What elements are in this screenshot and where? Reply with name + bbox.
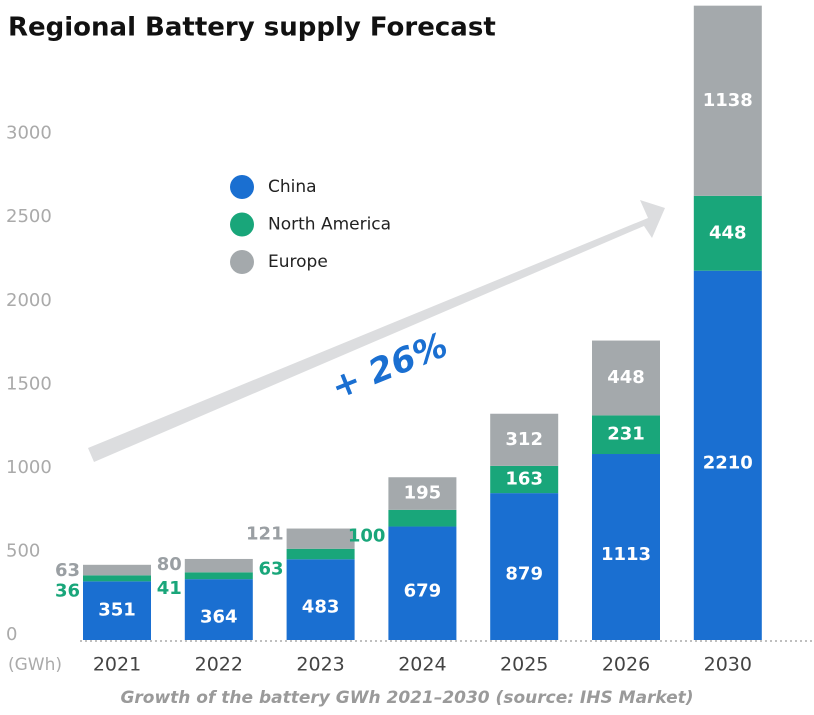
- x-tick-label: 2026: [602, 654, 650, 676]
- legend-label: North America: [268, 215, 391, 235]
- bar-segment: [184, 579, 253, 640]
- caption: Growth of the battery GWh 2021–2030 (sou…: [120, 688, 693, 708]
- chart-title: Regional Battery supply Forecast: [8, 13, 496, 43]
- x-tick-label: 2025: [500, 654, 548, 676]
- bar-segment: [592, 340, 660, 416]
- value-label: 483: [302, 597, 340, 618]
- unit-label: (GWh): [8, 655, 62, 675]
- bar-segment: [286, 548, 355, 560]
- value-label: 100: [348, 526, 386, 547]
- value-label: 448: [607, 367, 645, 388]
- x-tick-label: 2023: [296, 654, 344, 676]
- legend-swatch: [230, 212, 254, 237]
- bar-segment: [693, 270, 762, 640]
- y-tick-label: 0: [6, 624, 17, 645]
- bar-segment: [286, 528, 355, 549]
- value-label: 36: [55, 580, 80, 601]
- bar-segment: [388, 477, 457, 510]
- bar-segment: [592, 415, 660, 455]
- bar-segment: [83, 564, 151, 576]
- x-tick-label: 2022: [195, 654, 243, 676]
- value-label: 163: [505, 468, 543, 489]
- value-label: 448: [709, 222, 747, 243]
- value-label: 351: [98, 600, 136, 621]
- value-label: 195: [404, 483, 442, 504]
- y-tick-label: 1000: [6, 457, 52, 478]
- value-label: 1138: [703, 90, 753, 111]
- value-label: 679: [404, 580, 442, 601]
- y-tick-label: 3000: [6, 123, 52, 144]
- bar-segment: [693, 195, 762, 271]
- bar-segment: [490, 465, 559, 494]
- y-tick-label: 2000: [6, 290, 52, 311]
- bar-segment: [184, 558, 253, 573]
- bar-segment: [184, 572, 253, 580]
- bar-segment: [592, 454, 660, 640]
- legend-swatch: [230, 175, 254, 199]
- legend-label: China: [268, 177, 317, 197]
- value-label: 63: [259, 558, 284, 579]
- y-tick-label: 1500: [6, 373, 52, 394]
- trend-arrow: [88, 200, 665, 462]
- value-label: 121: [246, 524, 284, 545]
- growth-annotation: + 26%: [326, 325, 454, 408]
- value-label: 364: [200, 607, 238, 628]
- bar-segment: [286, 559, 355, 640]
- bar-segment: [693, 5, 762, 196]
- y-tick-label: 2500: [6, 206, 52, 227]
- bar-segment: [490, 493, 559, 640]
- bar-segment: [83, 575, 151, 582]
- value-label: 41: [157, 578, 182, 599]
- value-label: 231: [607, 424, 645, 445]
- value-label: 312: [505, 429, 543, 450]
- x-tick-label: 2030: [704, 654, 752, 676]
- value-label: 1113: [601, 544, 651, 565]
- value-label: 2210: [703, 452, 753, 473]
- y-tick-label: 500: [6, 540, 40, 561]
- value-label: 879: [505, 564, 543, 585]
- bar-segment: [388, 526, 457, 640]
- bar-segment: [83, 581, 151, 640]
- x-tick-label: 2021: [93, 654, 141, 676]
- legend-label: Europe: [268, 252, 328, 272]
- legend-swatch: [230, 250, 254, 274]
- x-tick-label: 2024: [398, 654, 446, 676]
- bar-segment: [388, 509, 457, 527]
- bar-segment: [490, 413, 559, 466]
- value-label: 80: [157, 554, 182, 575]
- value-label: 63: [55, 560, 80, 581]
